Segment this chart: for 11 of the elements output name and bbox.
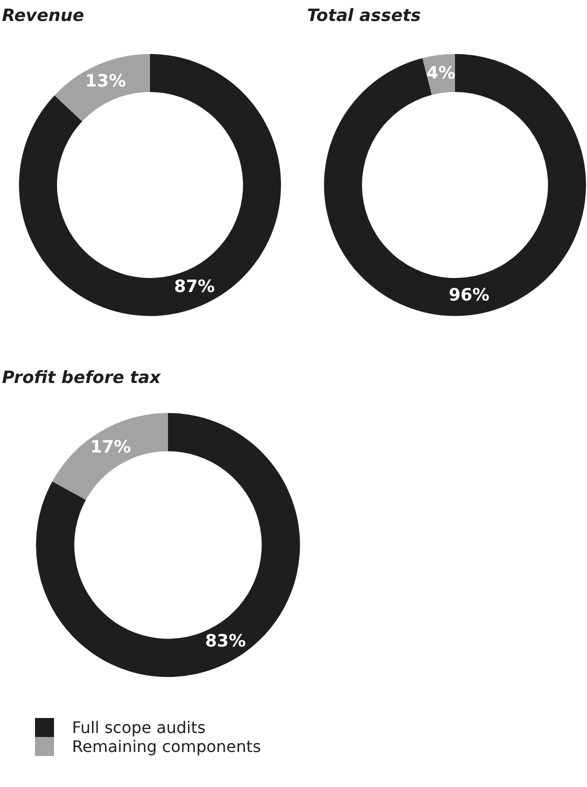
data-label: 87% [174, 277, 215, 298]
legend-label: Remaining components [72, 737, 261, 756]
legend-label: Full scope audits [72, 718, 206, 737]
data-label: 13% [85, 72, 126, 92]
data-label: 4% [426, 63, 456, 84]
data-label: 96% [448, 286, 490, 306]
chart-title: Profit before tax [2, 368, 161, 388]
data-label: 83% [205, 632, 246, 652]
data-label: 17% [90, 437, 131, 458]
chart-title: Revenue [2, 6, 84, 26]
chart-title: Total assets [307, 6, 421, 26]
